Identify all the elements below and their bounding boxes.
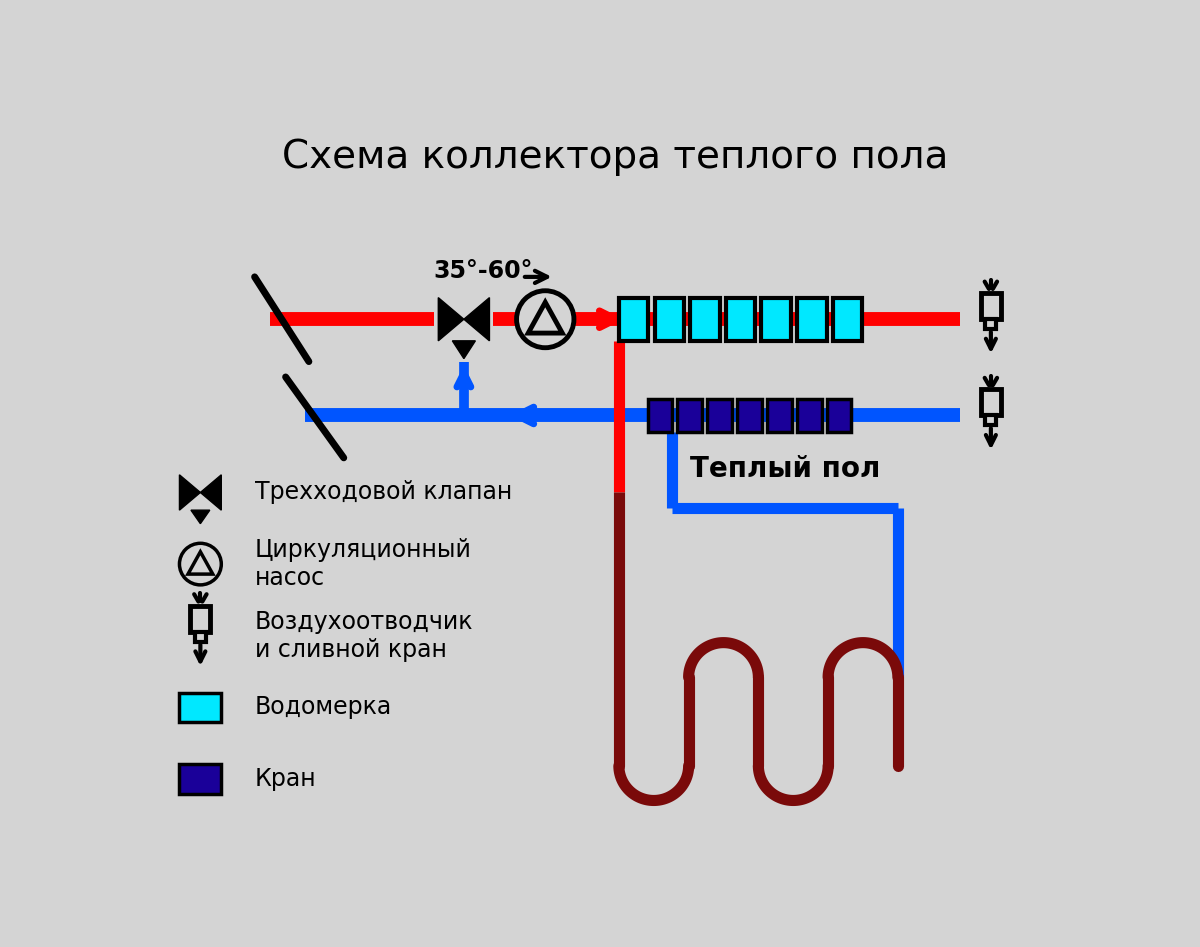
Bar [180,764,221,794]
Bar [707,399,732,433]
Bar [980,293,1001,319]
Bar [797,297,827,341]
Polygon shape [200,474,221,510]
Bar [180,692,221,722]
Text: Циркуляционный
насос: Циркуляционный насос [254,538,472,590]
Bar [677,399,702,433]
Bar [833,297,863,341]
Bar [985,416,996,425]
Bar [654,297,684,341]
Bar [827,399,851,433]
Bar [619,297,648,341]
Bar [191,606,210,632]
Text: Водомерка: Водомерка [254,695,392,720]
Polygon shape [464,297,490,341]
Bar [762,297,791,341]
Bar [677,399,702,433]
Polygon shape [180,474,200,510]
Text: Воздухоотводчик
и сливной кран: Воздухоотводчик и сливной кран [254,610,473,662]
Polygon shape [452,341,475,359]
Text: Трехходовой клапан: Трехходовой клапан [254,480,512,505]
Bar [707,399,732,433]
Bar [690,297,720,341]
Bar [797,297,827,341]
Bar [762,297,791,341]
Bar [767,399,792,433]
Text: 35°-60°: 35°-60° [433,259,533,283]
Polygon shape [191,510,210,524]
Bar [827,399,851,433]
Bar [690,297,720,341]
Bar [833,297,863,341]
Bar [726,297,755,341]
Circle shape [180,544,221,585]
Bar [980,389,1001,416]
Polygon shape [438,297,464,341]
Bar [619,297,648,341]
Bar [180,692,221,722]
Bar [767,399,792,433]
Bar [985,319,996,330]
Bar [737,399,762,433]
Bar [648,399,672,433]
Bar [648,399,672,433]
Bar [797,399,822,433]
Bar [726,297,755,341]
Bar [654,297,684,341]
Text: Схема коллектора теплого пола: Схема коллектора теплого пола [282,138,948,176]
Text: Теплый пол: Теплый пол [690,456,881,483]
Text: Кран: Кран [254,767,317,791]
Bar [737,399,762,433]
Bar [180,764,221,794]
Bar [797,399,822,433]
Circle shape [516,291,574,348]
Bar [194,632,206,642]
